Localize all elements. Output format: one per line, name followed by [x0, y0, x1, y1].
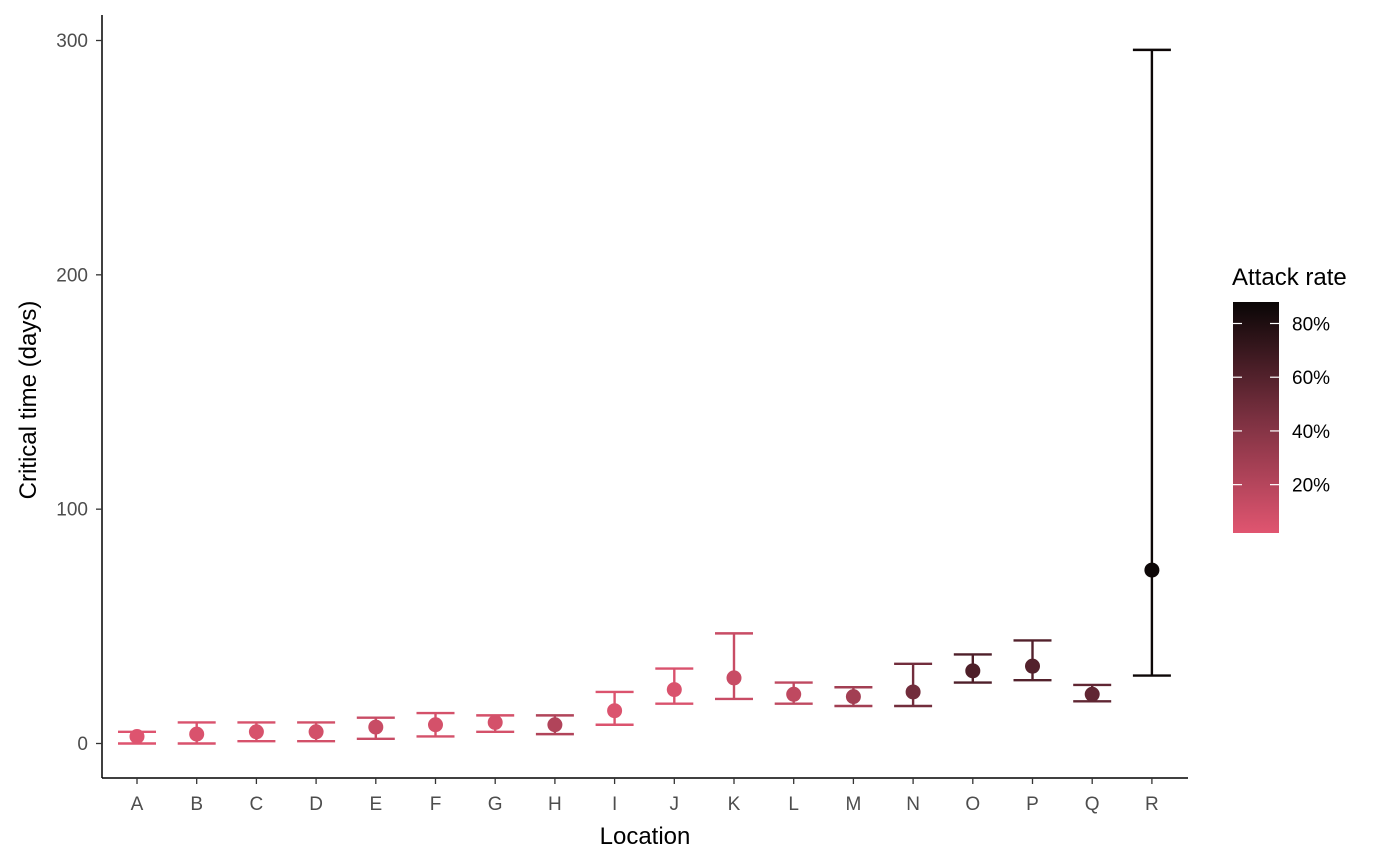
- x-tick-label: I: [612, 794, 617, 815]
- point-P: [1025, 658, 1040, 674]
- point-N: [905, 684, 921, 700]
- point-A: [129, 728, 145, 744]
- x-tick-label: N: [906, 794, 920, 815]
- x-tick-label: D: [309, 794, 323, 815]
- x-tick-label: L: [788, 794, 799, 815]
- x-tick-label: C: [250, 794, 264, 815]
- point-Q: [1084, 686, 1100, 702]
- point-D: [308, 724, 324, 740]
- point-L: [786, 686, 802, 702]
- y-tick-label: 100: [56, 500, 88, 521]
- legend-colorbar: [1233, 302, 1279, 533]
- x-tick-label: G: [488, 794, 503, 815]
- point-C: [248, 724, 264, 740]
- legend-break-label: 60%: [1292, 368, 1330, 389]
- legend: Attack rate 20% 40% 60% 80%: [1232, 264, 1347, 533]
- error-bar-K: [715, 632, 753, 701]
- point-I: [607, 703, 623, 719]
- legend-break-label: 80%: [1292, 314, 1330, 335]
- y-tick-label: 0: [77, 734, 88, 755]
- x-tick-label: R: [1145, 794, 1159, 815]
- points-layer: [129, 562, 1160, 744]
- legend-title: Attack rate: [1232, 264, 1347, 291]
- x-tick-label: A: [131, 794, 144, 815]
- y-axis-ticks: 0 100 200 300: [56, 31, 102, 755]
- x-tick-label: Q: [1085, 794, 1100, 815]
- error-bar-R: [1132, 48, 1171, 677]
- legend-break-label: 20%: [1292, 476, 1330, 497]
- y-axis-title: Critical time (days): [15, 301, 42, 500]
- point-E: [368, 719, 384, 735]
- x-tick-label: E: [369, 794, 382, 815]
- x-axis-title: Location: [600, 823, 691, 850]
- point-F: [428, 717, 443, 733]
- x-tick-label: B: [190, 794, 203, 815]
- x-tick-label: P: [1026, 794, 1039, 815]
- point-G: [487, 714, 503, 730]
- x-tick-label: O: [965, 794, 980, 815]
- x-tick-label: F: [430, 794, 442, 815]
- x-tick-label: K: [728, 794, 741, 815]
- legend-breaks: 20% 40% 60% 80%: [1233, 314, 1330, 497]
- x-tick-label: M: [845, 794, 861, 815]
- y-tick-label: 200: [56, 265, 88, 286]
- point-R: [1144, 562, 1160, 578]
- error-bars-layer: [118, 48, 1171, 745]
- point-O: [965, 663, 981, 679]
- point-K: [726, 670, 742, 686]
- x-tick-label: J: [670, 794, 680, 815]
- point-J: [666, 682, 682, 698]
- y-tick-label: 300: [56, 31, 88, 52]
- x-axis-ticks: A B C D E F G H I J K L M N O P Q R: [131, 778, 1159, 815]
- point-B: [189, 726, 205, 742]
- legend-break-label: 40%: [1292, 422, 1330, 443]
- point-H: [547, 717, 563, 733]
- point-M: [845, 689, 861, 705]
- x-tick-label: H: [548, 794, 562, 815]
